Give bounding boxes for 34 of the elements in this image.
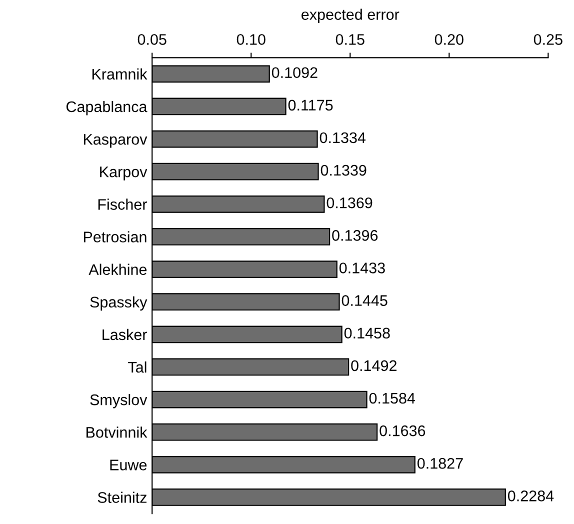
x-tick-label: 0.10 <box>236 34 266 45</box>
y-tick-label: Fischer <box>98 198 147 210</box>
y-tick-label: Euwe <box>110 460 147 470</box>
data-label: 0.1433 <box>339 262 385 274</box>
y-tick-label: Karpov <box>100 166 148 180</box>
y-tick-label: Kasparov <box>84 134 148 148</box>
y-tick-label: Spassky <box>90 296 148 311</box>
data-label: 0.1827 <box>417 458 463 469</box>
y-tick-label: Petrosian <box>84 231 146 242</box>
y-tick-label: Kramnik <box>92 68 148 80</box>
y-tick-label: Capablanca <box>66 100 148 116</box>
x-tick-label: 0.25 <box>534 34 562 45</box>
data-label: 0.1092 <box>272 67 318 78</box>
data-label: 0.1175 <box>288 100 333 111</box>
data-label: 0.2284 <box>508 490 554 502</box>
data-label: 0.1492 <box>351 360 396 372</box>
data-label: 0.1445 <box>342 295 388 306</box>
y-tick-label: Steinitz <box>98 492 146 503</box>
data-label: 0.1369 <box>326 197 372 208</box>
x-tick-label: 0.20 <box>434 34 464 45</box>
y-tick-label: Lasker <box>102 328 147 340</box>
data-label: 0.1636 <box>380 425 426 436</box>
x-tick-label: 0.15 <box>336 34 364 45</box>
data-label: 0.1334 <box>320 132 366 144</box>
y-tick-label: Tal <box>128 361 146 373</box>
y-tick-label: Smyslov <box>90 394 148 408</box>
data-label: 0.1584 <box>369 392 416 404</box>
y-tick-label: Alekhine <box>88 264 147 275</box>
y-tick-label: Botvinnik <box>86 426 148 438</box>
x-tick-label: 0.05 <box>138 34 166 45</box>
data-label: 0.1458 <box>344 328 390 339</box>
data-label: 0.1396 <box>332 230 378 241</box>
data-label: 0.1339 <box>320 164 366 176</box>
x-axis-title: expected error <box>302 8 400 23</box>
